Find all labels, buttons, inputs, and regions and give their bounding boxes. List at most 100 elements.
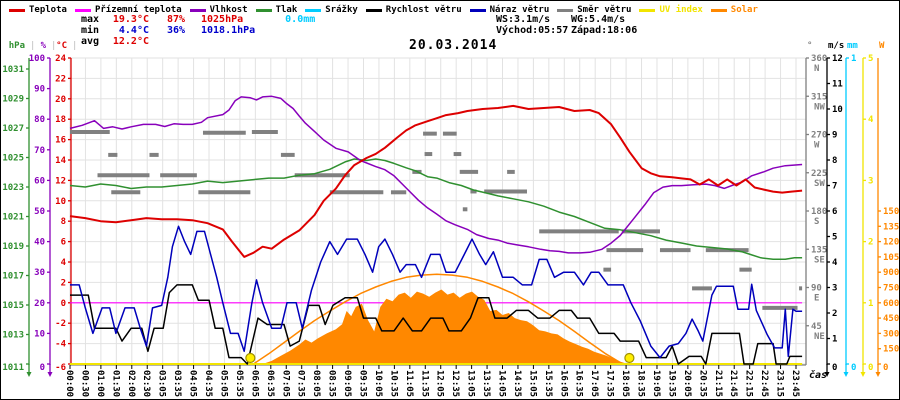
time-tick-label: 07:35 — [296, 370, 306, 397]
time-tick-label: 10:35 — [388, 370, 398, 397]
axis-unit-deg: ° — [807, 41, 812, 51]
axis-tick-label: 90 — [34, 85, 45, 95]
axis-tick-label: 24 — [55, 54, 66, 64]
time-tick-label: 15:35 — [543, 370, 553, 397]
legend-item-humidity: Vlhkost — [189, 5, 248, 15]
legend-item-pressure: Tlak — [255, 5, 297, 15]
axis-tick-label: 10 — [55, 197, 66, 207]
series-temperature — [69, 104, 803, 258]
stats-max-row: max 19.3°C 87% 1025hPa 0.0mm — [81, 14, 315, 25]
axis-tick-label: 100 — [29, 54, 45, 64]
axis-tick-label: 315 — [811, 92, 827, 102]
series-wind_gust — [70, 225, 803, 359]
axis-tick-label: 135 — [811, 245, 827, 255]
legend-label-humidity: Vlhkost — [209, 5, 248, 15]
axis-tick-label: -4 — [55, 340, 66, 350]
legend-item-solar: Solar — [710, 5, 758, 15]
legend-dash-wind-direction — [557, 8, 574, 12]
time-tick-label: 13:35 — [481, 370, 491, 397]
axis-unit-separator: | — [51, 41, 56, 51]
series-humidity — [69, 95, 803, 254]
time-tick-label: 02:30 — [141, 370, 151, 397]
axis-tick-label: 150 — [883, 345, 899, 355]
axis-tick-label: 1021 — [2, 213, 24, 223]
legend-label-wind-direction: Směr větru — [577, 5, 632, 15]
legend-item-uv-index: UV index — [639, 5, 703, 15]
time-tick-label: 04:35 — [203, 370, 213, 397]
stat-min-temp: 4.4°C — [118, 25, 149, 36]
axis-tick-label: 750 — [883, 284, 899, 294]
axis-unit-separator: | — [30, 41, 35, 51]
time-tick-label: 03:35 — [172, 370, 182, 397]
time-tick-label: 23:45 — [790, 370, 800, 397]
axis-tick-label: 1 — [868, 299, 873, 309]
time-tick-label: 19:05 — [651, 370, 661, 397]
time-tick-label: 05:05 — [218, 370, 228, 397]
legend-item-precipitation: Srážky — [305, 5, 358, 15]
stat-min-humidity: 36% — [166, 25, 185, 36]
axis-tick-label: 450 — [883, 314, 899, 324]
axis-tick-label: -6 — [55, 363, 66, 373]
axis-tick-label: 1 — [832, 335, 837, 345]
legend: Teplota Přízemní teplota Vlhkost Tlak Srážky… — [9, 5, 758, 15]
axis-unit-w: W — [879, 41, 885, 51]
stat-avg-label: avg — [81, 36, 100, 47]
time-tick-label: 12:35 — [450, 370, 460, 397]
stat-min-label: min — [81, 25, 100, 36]
axis-mm: 1 0 mm — [843, 41, 858, 377]
time-tick-label: 22:15 — [744, 370, 754, 397]
stat-max-pressure: 1025hPa — [201, 14, 244, 25]
axis-tick-label: 300 — [883, 329, 899, 339]
axis-direction-label: W — [814, 141, 820, 151]
legend-item-wind-direction: Směr větru — [557, 5, 631, 15]
legend-item-wind-speed: Rychlost větru — [365, 5, 462, 15]
legend-dash-pressure — [255, 8, 272, 12]
axis-hpa: 1031 1029 1027 1025 1023 1021 1019 1017 1015 1013… — [2, 41, 35, 377]
time-axis-unit: čas — [809, 369, 827, 381]
time-tick-label: 15:05 — [527, 370, 537, 397]
stats-min-row: min 4.4°C 36% 1018.1hPa — [81, 25, 255, 36]
axis-tick-label: 1013 — [2, 331, 24, 341]
axis-tick-label: 1011 — [2, 363, 24, 373]
time-tick-label: 14:05 — [497, 370, 507, 397]
stats-avg-row: avg 12.2°C — [81, 36, 149, 47]
axis-tick-label: 2 — [832, 309, 837, 319]
axis-tick-label: 0 — [61, 299, 66, 309]
axis-tick-label: 20 — [34, 299, 45, 309]
axis-tick-label: 14 — [55, 156, 66, 166]
axis-direction-label: S — [814, 217, 819, 227]
time-tick-label: 18:35 — [636, 370, 646, 397]
time-tick-label: 02:00 — [126, 370, 136, 397]
stat-sunrise: Východ:05:57 — [496, 25, 569, 36]
stat-wind-speed: WS:3.1m/s — [496, 14, 551, 25]
time-tick-label: 05:35 — [234, 370, 244, 397]
axis-tick-label: 30 — [34, 268, 45, 278]
legend-label-ground-temp: Přízemní teplota — [94, 5, 182, 15]
axis-unit-mm: mm — [847, 41, 858, 51]
series-wind_direction — [70, 129, 803, 310]
axis-tick-label: 22 — [55, 74, 66, 84]
axis-direction-label: NW — [814, 102, 825, 112]
time-tick-label: 14:35 — [512, 370, 522, 397]
axis-tick-label: 0 — [883, 363, 888, 373]
axis-tick-label: 50 — [34, 207, 45, 217]
axis-tick-label: 270 — [811, 131, 827, 141]
time-tick-label: 00:30 — [79, 370, 89, 397]
legend-label-wind-gust: Náraz větru — [489, 5, 550, 15]
chart-date-title: 20.03.2014 — [409, 38, 498, 53]
axis-direction-label: E — [814, 294, 819, 304]
axis-tick-label: 1 — [851, 54, 856, 64]
time-tick-label: 23:15 — [775, 370, 785, 397]
legend-dash-solar — [710, 8, 727, 12]
time-tick-label: 07:05 — [280, 370, 290, 397]
stat-max-label: max — [81, 14, 100, 25]
axis-tick-label: 1027 — [2, 124, 24, 134]
time-axis: 00:00 00:30 01:00 01:30 02:00 02:30 03:05 03:35… — [64, 364, 827, 397]
axis-tick-label: 11 — [832, 80, 843, 90]
axis-uv: 5 4 3 2 1 0 — [860, 54, 874, 377]
axis-tick-label: 5 — [868, 54, 873, 64]
stat-wind-gust: WG:5.4m/s — [571, 14, 626, 25]
axis-tick-label: 1200 — [883, 238, 899, 248]
